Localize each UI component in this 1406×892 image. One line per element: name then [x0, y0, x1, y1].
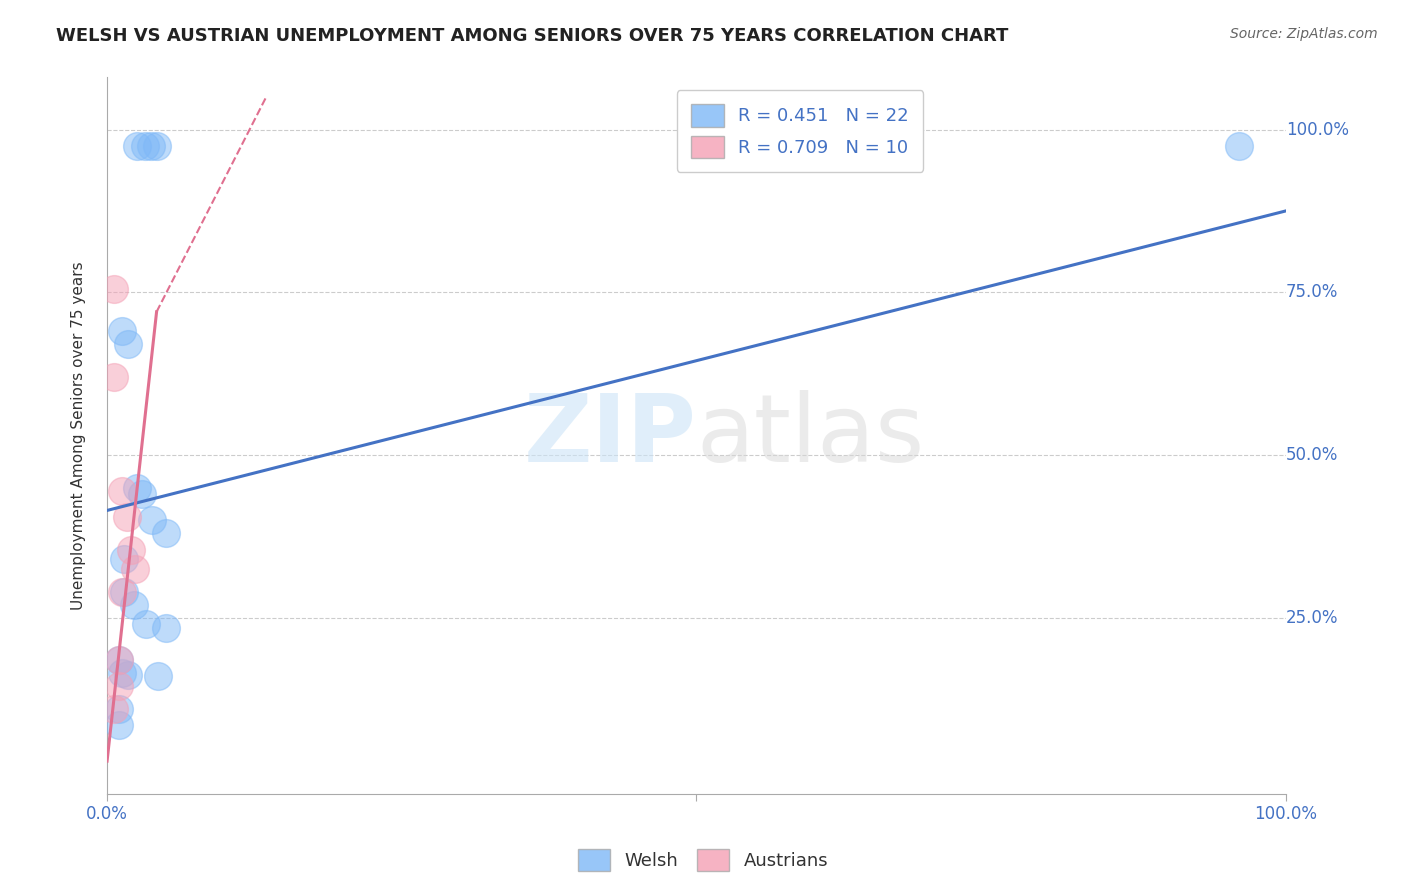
Point [117, 668, 139, 682]
Point [103, 702, 125, 716]
Legend: Welsh, Austrians: Welsh, Austrians [571, 842, 835, 879]
Point [125, 138, 148, 153]
Point [111, 324, 134, 338]
Point [108, 653, 131, 667]
Point [139, 138, 162, 153]
Point [131, 487, 153, 501]
Text: atlas: atlas [696, 390, 925, 482]
Point [108, 653, 131, 667]
Point [125, 481, 148, 495]
Point [108, 679, 131, 693]
Point [134, 138, 156, 153]
Point [112, 552, 135, 566]
Text: 100.0%: 100.0% [1286, 120, 1348, 138]
Y-axis label: Unemployment Among Seniors over 75 years: Unemployment Among Seniors over 75 years [72, 261, 86, 610]
Point [108, 702, 131, 716]
Text: WELSH VS AUSTRIAN UNEMPLOYMENT AMONG SENIORS OVER 75 YEARS CORRELATION CHART: WELSH VS AUSTRIAN UNEMPLOYMENT AMONG SEN… [56, 27, 1008, 45]
Text: 25.0%: 25.0% [1286, 609, 1339, 627]
Legend: R = 0.451   N = 22, R = 0.709   N = 10: R = 0.451 N = 22, R = 0.709 N = 10 [676, 90, 924, 172]
Text: ZIP: ZIP [523, 390, 696, 482]
Point [146, 669, 169, 683]
Point [108, 718, 131, 732]
Point [117, 337, 139, 351]
Point [112, 584, 135, 599]
Point [111, 584, 134, 599]
Text: Source: ZipAtlas.com: Source: ZipAtlas.com [1230, 27, 1378, 41]
Point [103, 282, 125, 296]
Point [124, 562, 146, 576]
Text: 75.0%: 75.0% [1286, 284, 1339, 301]
Point [135, 617, 157, 632]
Point [155, 526, 177, 541]
Point [1227, 138, 1250, 153]
Point [115, 510, 138, 524]
Point [122, 598, 145, 612]
Point [111, 483, 134, 498]
Point [120, 542, 142, 557]
Point [155, 621, 177, 635]
Text: 50.0%: 50.0% [1286, 446, 1339, 464]
Point [111, 666, 134, 681]
Point [141, 513, 163, 527]
Point [103, 370, 125, 384]
Point [145, 138, 167, 153]
